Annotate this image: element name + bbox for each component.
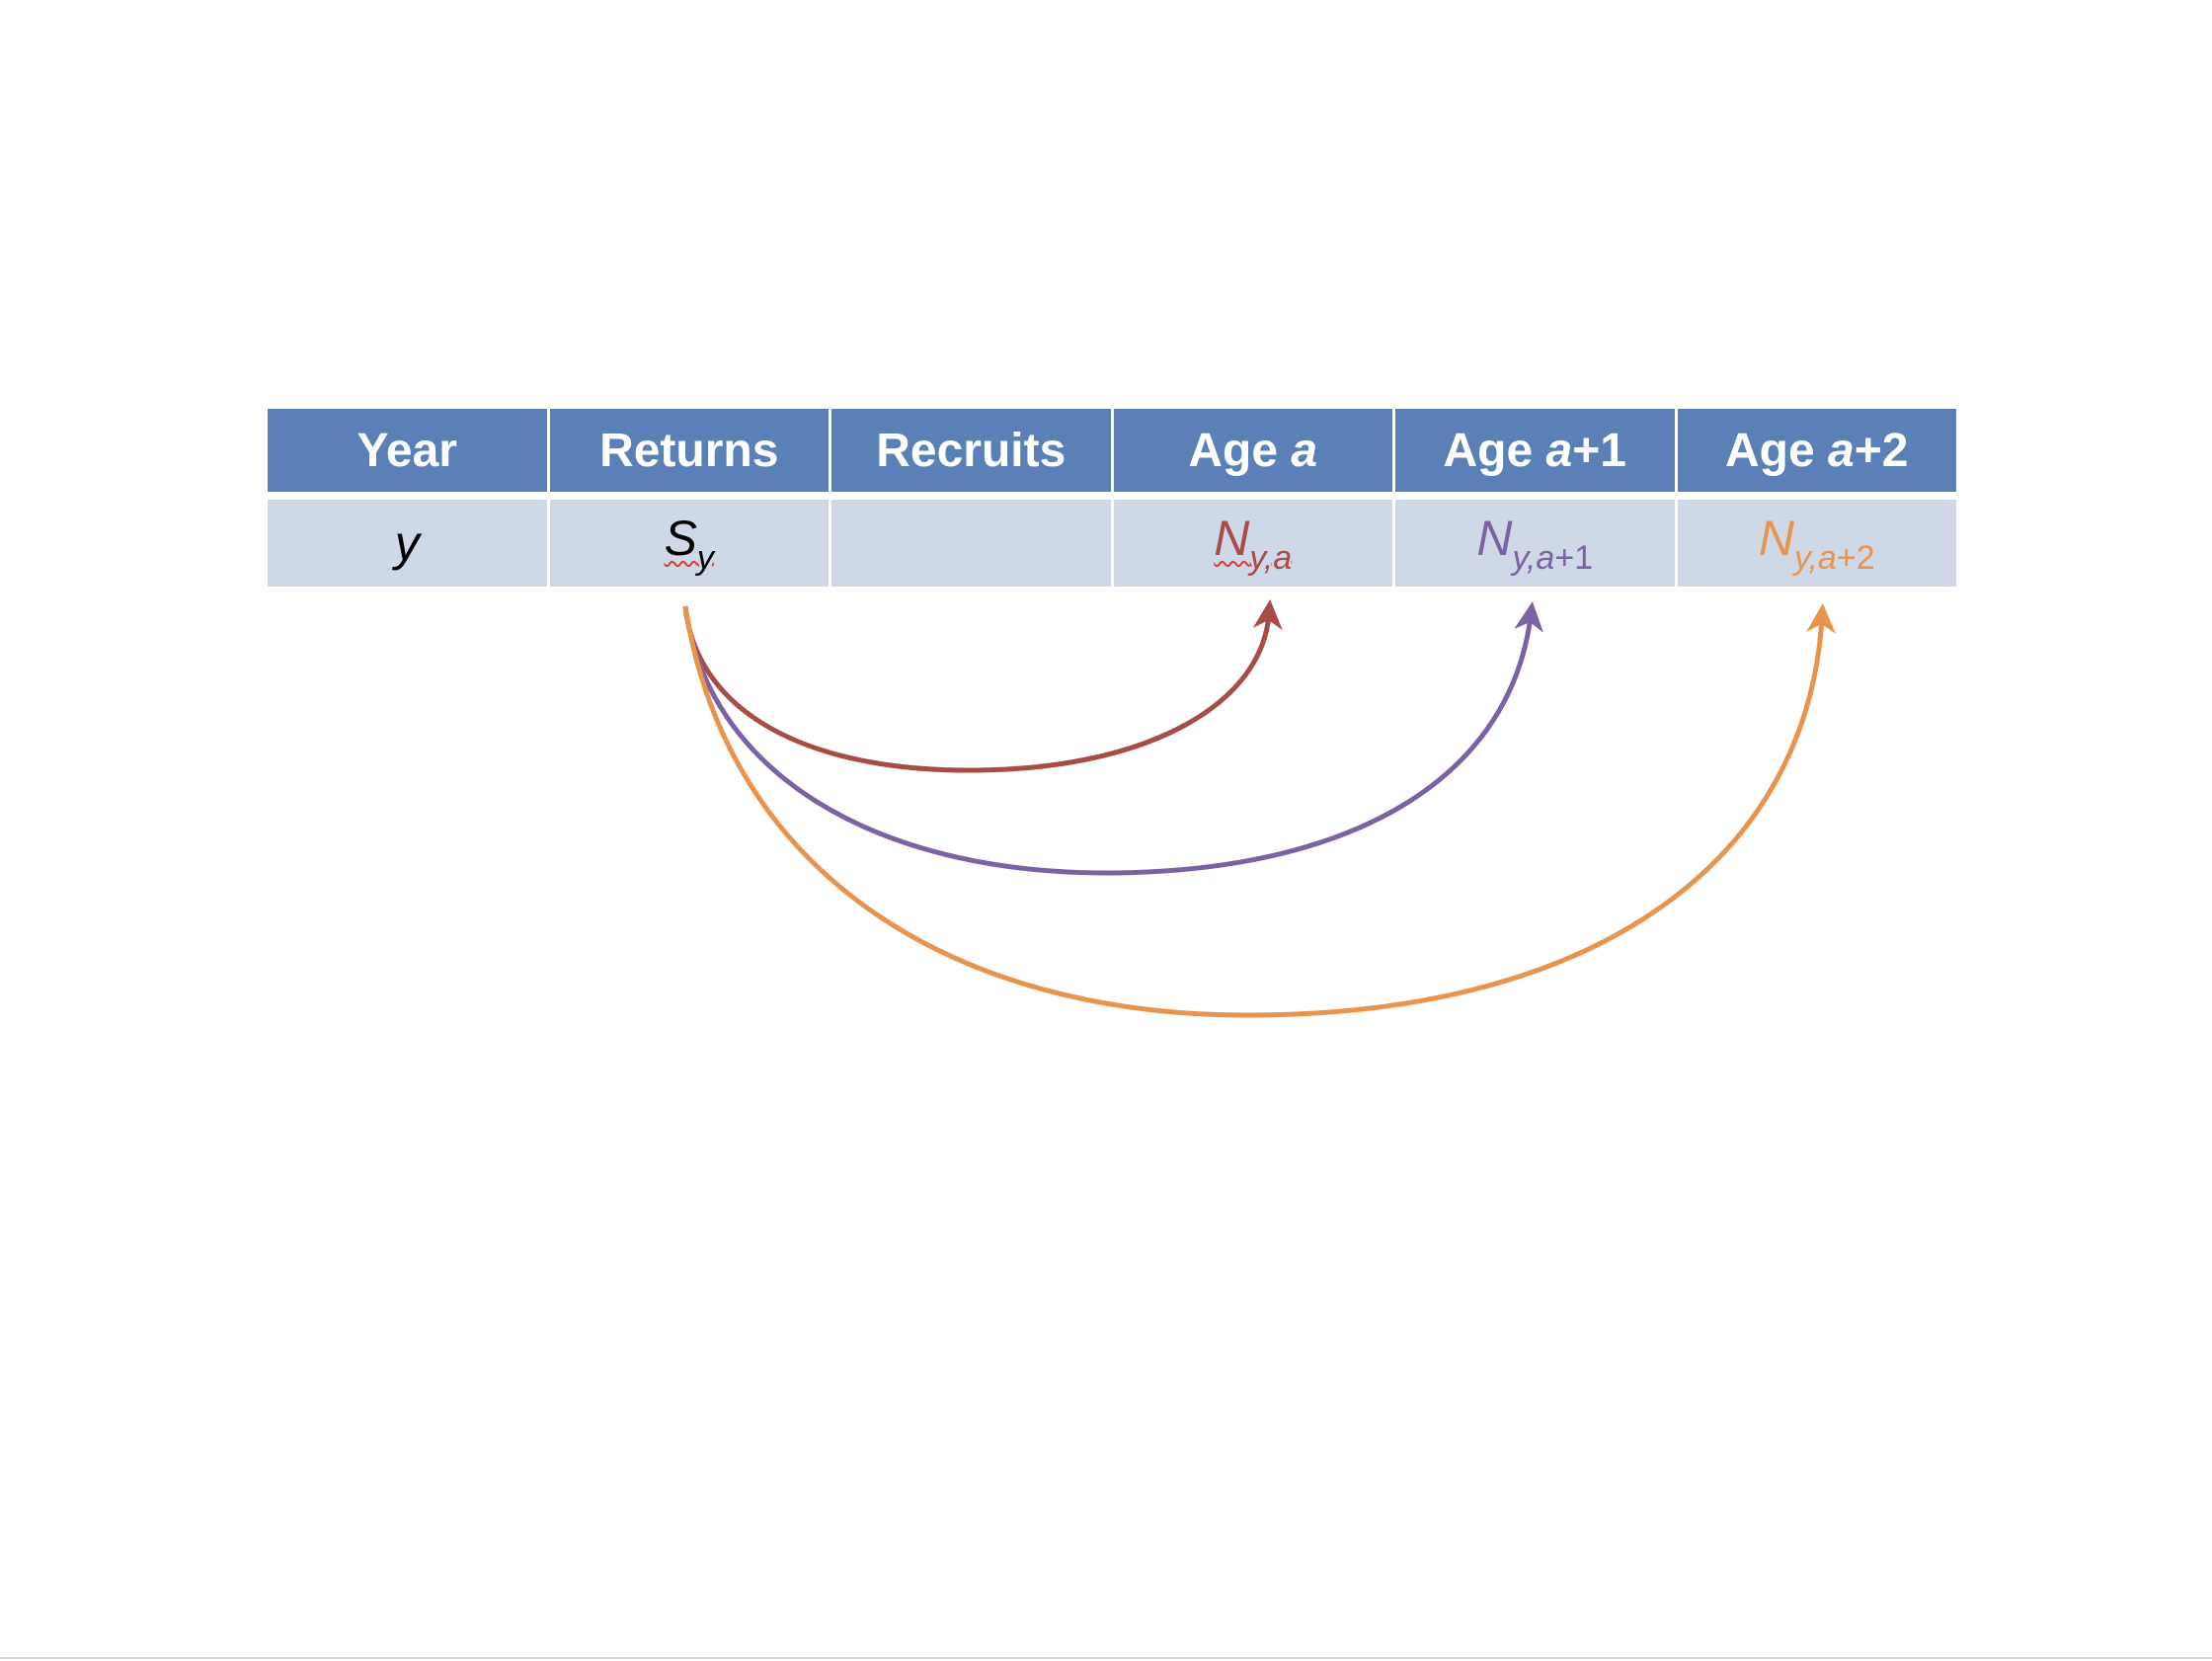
cell-age-a2-sub: y,a+2 — [1794, 539, 1875, 577]
arrow-to-age-a1 — [682, 601, 1543, 876]
header-age-a2-suffix: +2 — [1854, 424, 1909, 477]
cell-returns-sub: y — [696, 538, 714, 577]
header-year-label: Year — [356, 424, 457, 477]
header-age-a2-prefix: Age — [1725, 424, 1829, 477]
header-returns-label: Returns — [599, 424, 779, 477]
arrow-to-age-a — [682, 599, 1283, 773]
header-age-a-var: a — [1291, 424, 1318, 477]
cell-age-a2-sub-suffix: +2 — [1836, 538, 1875, 577]
cell-age-a1-sub-suffix: +1 — [1554, 538, 1594, 577]
cell-returns: Sy — [546, 494, 831, 590]
header-age-a-prefix: Age — [1188, 424, 1292, 477]
cell-age-a1-sub-var: y,a — [1512, 538, 1555, 577]
page-bottom-rule — [0, 1657, 2212, 1659]
header-returns: Returns — [546, 406, 831, 500]
cell-age-a1: Ny,a+1 — [1392, 494, 1678, 590]
cohort-table: Year Returns Recruits Age a Age a+1 Age … — [265, 406, 1959, 590]
header-recruits: Recruits — [829, 406, 1114, 500]
header-row: Year Returns Recruits Age a Age a+1 Age … — [265, 406, 1959, 500]
header-age-a1: Age a+1 — [1392, 406, 1678, 500]
cell-age-a-base: N — [1214, 510, 1250, 566]
header-year: Year — [265, 406, 550, 500]
header-recruits-label: Recruits — [876, 424, 1066, 477]
data-row: y Sy Ny,a Ny,a+1 Ny,a+2 — [265, 494, 1959, 590]
header-age-a1-var: a — [1545, 424, 1573, 477]
cell-returns-value: Sy — [664, 510, 714, 577]
header-age-a1-suffix: +1 — [1572, 424, 1626, 477]
header-age-a1-prefix: Age — [1443, 424, 1546, 477]
cell-age-a: Ny,a — [1110, 494, 1395, 590]
cell-age-a-value: Ny,a — [1214, 510, 1292, 577]
cell-age-a2: Ny,a+2 — [1674, 494, 1959, 590]
cell-year-value: y — [394, 515, 420, 571]
header-age-a2-var: a — [1828, 424, 1855, 477]
arrow-to-age-a2 — [682, 603, 1837, 1018]
cell-year: y — [265, 494, 550, 590]
cell-age-a1-sub: y,a+1 — [1513, 539, 1594, 577]
cell-age-a2-sub-var: y,a — [1794, 538, 1837, 577]
header-age-a2: Age a+2 — [1674, 406, 1959, 500]
cell-age-a1-base: N — [1476, 510, 1513, 566]
cell-age-a-sub: y,a — [1249, 538, 1293, 577]
cell-returns-base: S — [664, 510, 697, 566]
header-age-a: Age a — [1110, 406, 1395, 500]
cell-age-a2-base: N — [1758, 510, 1794, 566]
cell-recruits — [829, 494, 1114, 590]
